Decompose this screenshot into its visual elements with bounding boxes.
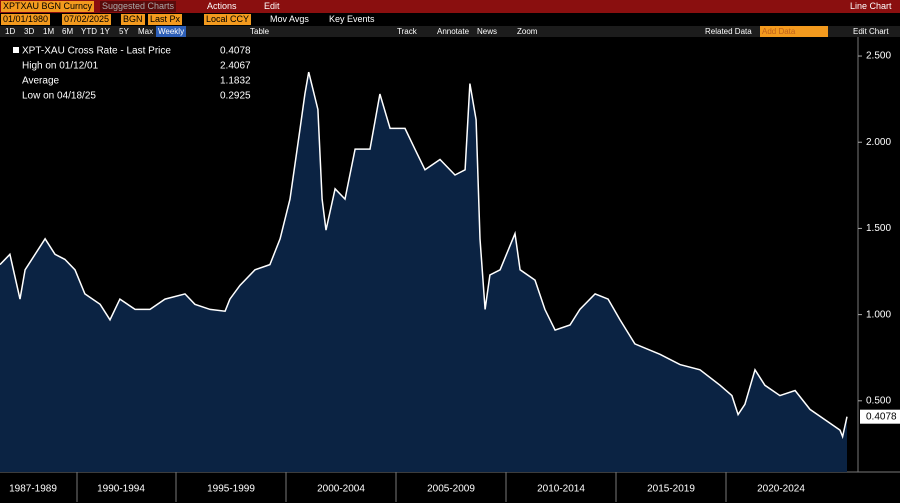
stat-value: 2.4067 [220, 61, 251, 72]
source-field[interactable]: BGN [121, 14, 145, 25]
settings-bar: 01/01/1980 07/02/2025 BGN Last Px Local … [0, 13, 900, 26]
security-field[interactable]: XPTXAU BGN Curncy [1, 1, 95, 12]
x-tick-label: 2005-2009 [427, 484, 475, 495]
x-tick-label: 1987-1989 [9, 484, 57, 495]
stat-value: 1.1832 [220, 76, 251, 87]
period-button[interactable]: 3D [24, 27, 35, 36]
last-value-box [860, 409, 900, 424]
start-date[interactable]: 01/01/1980 [1, 14, 51, 25]
x-tick-label: 2000-2004 [317, 484, 365, 495]
suggested-charts[interactable]: Suggested Charts [100, 1, 177, 12]
x-tick-label: 1995-1999 [207, 484, 255, 495]
add-data[interactable]: Add Data [760, 26, 828, 37]
y-tick-label: 2.500 [866, 51, 891, 62]
tool-button[interactable]: Annotate [437, 27, 470, 36]
x-tick-label: 2015-2019 [647, 484, 695, 495]
period-button[interactable]: 1Y [100, 27, 110, 36]
period-button[interactable]: 1D [5, 27, 16, 36]
mov-avgs[interactable]: Mov Avgs [270, 14, 309, 24]
key-events[interactable]: Key Events [329, 14, 375, 24]
period-button[interactable]: 5Y [119, 27, 129, 36]
tool-button[interactable]: Zoom [517, 27, 538, 36]
line [0, 71, 848, 440]
table-button[interactable]: Table [250, 27, 270, 36]
title-bar: XPTXAU BGN Curncy Suggested Charts Actio… [0, 0, 900, 13]
related-data[interactable]: Related Data [705, 27, 752, 36]
legend-swatch [13, 47, 19, 53]
y-tick-label: 1.500 [866, 223, 891, 234]
chart-kind: Line Chart [850, 1, 892, 11]
y-tick-label: 0.500 [866, 395, 891, 406]
legend-label: XPT-XAU Cross Rate - Last Price [22, 46, 171, 57]
chart: 0.500 1.000 1.500 2.000 2.500 1987-1989 1990-1… [0, 37, 900, 502]
y-tick-label: 1.000 [866, 309, 891, 320]
range-bar: Weekly Table Related Data Add Data Edit … [0, 26, 900, 37]
x-tick-label: 2010-2014 [537, 484, 585, 495]
stat-label: Low on 04/18/25 [22, 91, 96, 102]
edit-chart[interactable]: Edit Chart [853, 27, 889, 36]
last-value-label: 0.4078 [866, 411, 897, 422]
period-button[interactable]: 1M [43, 27, 55, 36]
end-date[interactable]: 07/02/2025 [62, 14, 112, 25]
stat-value: 0.2925 [220, 91, 251, 102]
currency-select[interactable]: Local CCY [204, 14, 252, 25]
tool-button[interactable]: Track [397, 27, 417, 36]
tool-button[interactable]: News [477, 27, 498, 36]
frequency-select[interactable]: Weekly [156, 26, 187, 37]
stat-label: High on 01/12/01 [22, 61, 99, 72]
x-tick-label: 2020-2024 [757, 484, 805, 495]
edit-menu[interactable]: Edit [264, 1, 280, 11]
period-button[interactable]: Max [138, 27, 154, 36]
x-tick-label: 1990-1994 [97, 484, 145, 495]
period-button[interactable]: 6M [62, 27, 74, 36]
actions-menu[interactable]: Actions [207, 1, 237, 11]
period-button[interactable]: YTD [81, 27, 97, 36]
stat-label: Average [22, 76, 60, 87]
legend-value: 0.4078 [220, 46, 251, 57]
field-select[interactable]: Last Px [148, 14, 183, 25]
area [0, 72, 847, 472]
y-tick-label: 2.000 [866, 137, 891, 148]
